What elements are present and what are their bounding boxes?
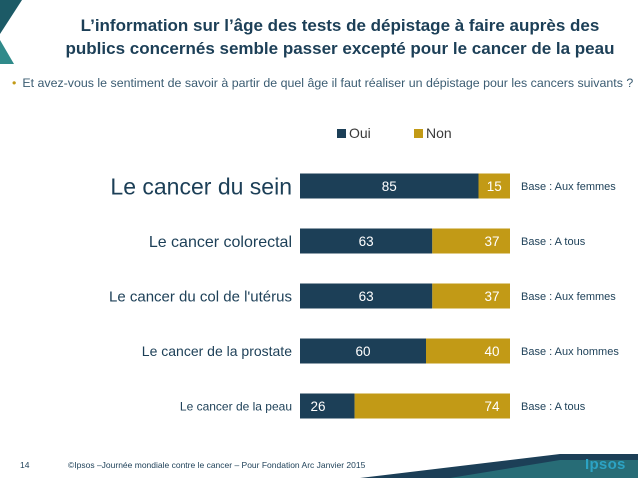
base-label: Base : A tous bbox=[521, 401, 586, 413]
legend-label-oui: Oui bbox=[349, 125, 371, 141]
bar-oui bbox=[300, 393, 355, 419]
data-label-non: 37 bbox=[484, 289, 499, 304]
bar-non bbox=[432, 283, 510, 309]
category-label: Le cancer du col de l'utérus bbox=[109, 288, 292, 305]
ipsos-logo: Ipsos bbox=[585, 456, 626, 473]
question-text: Et avez-vous le sentiment de savoir à pa… bbox=[22, 76, 634, 90]
bar-non bbox=[432, 228, 510, 254]
legend-swatch-oui bbox=[337, 129, 346, 138]
question-text-row: • Et avez-vous le sentiment de savoir à p… bbox=[12, 76, 638, 90]
page-number: 14 bbox=[20, 460, 30, 470]
base-label: Base : Aux femmes bbox=[521, 291, 616, 303]
title-line-1: L’information sur l’âge des tests de dép… bbox=[80, 16, 600, 35]
data-label-oui: 63 bbox=[359, 289, 374, 304]
bar-non bbox=[354, 393, 510, 419]
bar-non bbox=[426, 338, 510, 364]
data-label-non: 15 bbox=[487, 179, 502, 194]
title-line-2: publics concernés semble passer excepté … bbox=[65, 39, 615, 58]
stacked-bar-chart: Oui Non Le cancer du sein 85 15 Base : Aux fe… bbox=[109, 125, 619, 419]
base-label: Base : Aux femmes bbox=[521, 181, 616, 193]
bar-oui bbox=[300, 228, 433, 254]
data-label-oui: 26 bbox=[310, 399, 325, 414]
base-label: Base : Aux hommes bbox=[521, 346, 619, 358]
data-label-non: 37 bbox=[484, 234, 499, 249]
category-label: Le cancer de la prostate bbox=[142, 343, 292, 359]
bar-oui bbox=[300, 283, 433, 309]
data-label-oui: 85 bbox=[382, 179, 397, 194]
footer-copyright: ©Ipsos –Journée mondiale contre le cance… bbox=[68, 460, 366, 470]
bar-oui bbox=[300, 338, 426, 364]
bar-non bbox=[478, 173, 510, 199]
corner-decoration bbox=[0, 0, 22, 64]
base-label: Base : A tous bbox=[521, 236, 586, 248]
data-label-oui: 63 bbox=[359, 234, 374, 249]
category-label: Le cancer du sein bbox=[110, 173, 292, 199]
category-label: Le cancer de la peau bbox=[180, 399, 292, 413]
legend-swatch-non bbox=[414, 129, 423, 138]
bullet-icon: • bbox=[12, 76, 17, 90]
footer-band bbox=[360, 454, 638, 478]
data-label-non: 40 bbox=[484, 344, 499, 359]
data-label-non: 74 bbox=[484, 399, 500, 414]
legend-label-non: Non bbox=[426, 125, 452, 141]
page-title: L’information sur l’âge des tests de dép… bbox=[60, 14, 620, 60]
category-label: Le cancer colorectal bbox=[149, 234, 292, 251]
bar-oui bbox=[300, 173, 479, 199]
data-label-oui: 60 bbox=[355, 344, 370, 359]
